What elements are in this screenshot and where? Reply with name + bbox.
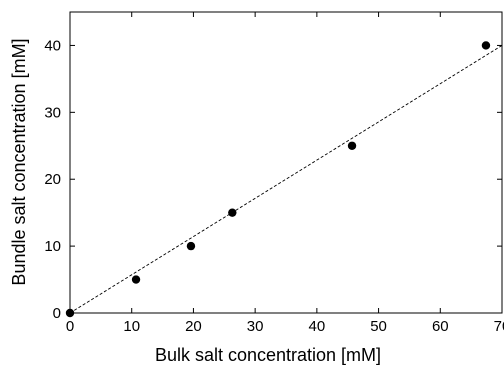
x-tick-label: 10 [123, 318, 140, 335]
x-tick-label: 40 [309, 318, 326, 335]
data-point [186, 241, 196, 251]
plot-area [69, 11, 503, 314]
y-tick-label: 20 [44, 171, 61, 188]
data-point [65, 308, 75, 318]
x-tick-label: 60 [432, 318, 449, 335]
data-point [481, 41, 491, 50]
y-tick-label: 40 [44, 37, 61, 54]
y-tick-label: 10 [44, 238, 61, 255]
y-axis: 0 10 20 30 40 [44, 37, 502, 322]
x-tick-label: 0 [66, 318, 74, 335]
y-tick-label: 30 [44, 104, 61, 121]
x-axis: 0 10 20 30 40 50 60 70 [66, 12, 504, 335]
x-axis-title: Bulk salt concentration [mM] [155, 345, 381, 365]
data-point [228, 208, 237, 217]
x-tick-label: 70 [494, 318, 504, 335]
y-axis-title: Bundle salt concentration [mM] [9, 38, 29, 285]
data-points [65, 41, 491, 318]
x-tick-label: 30 [247, 318, 264, 335]
x-tick-label: 50 [370, 318, 387, 335]
data-point [131, 275, 141, 284]
data-point [347, 141, 357, 150]
y-tick-label: 0 [53, 305, 61, 322]
x-tick-label: 20 [185, 318, 202, 335]
